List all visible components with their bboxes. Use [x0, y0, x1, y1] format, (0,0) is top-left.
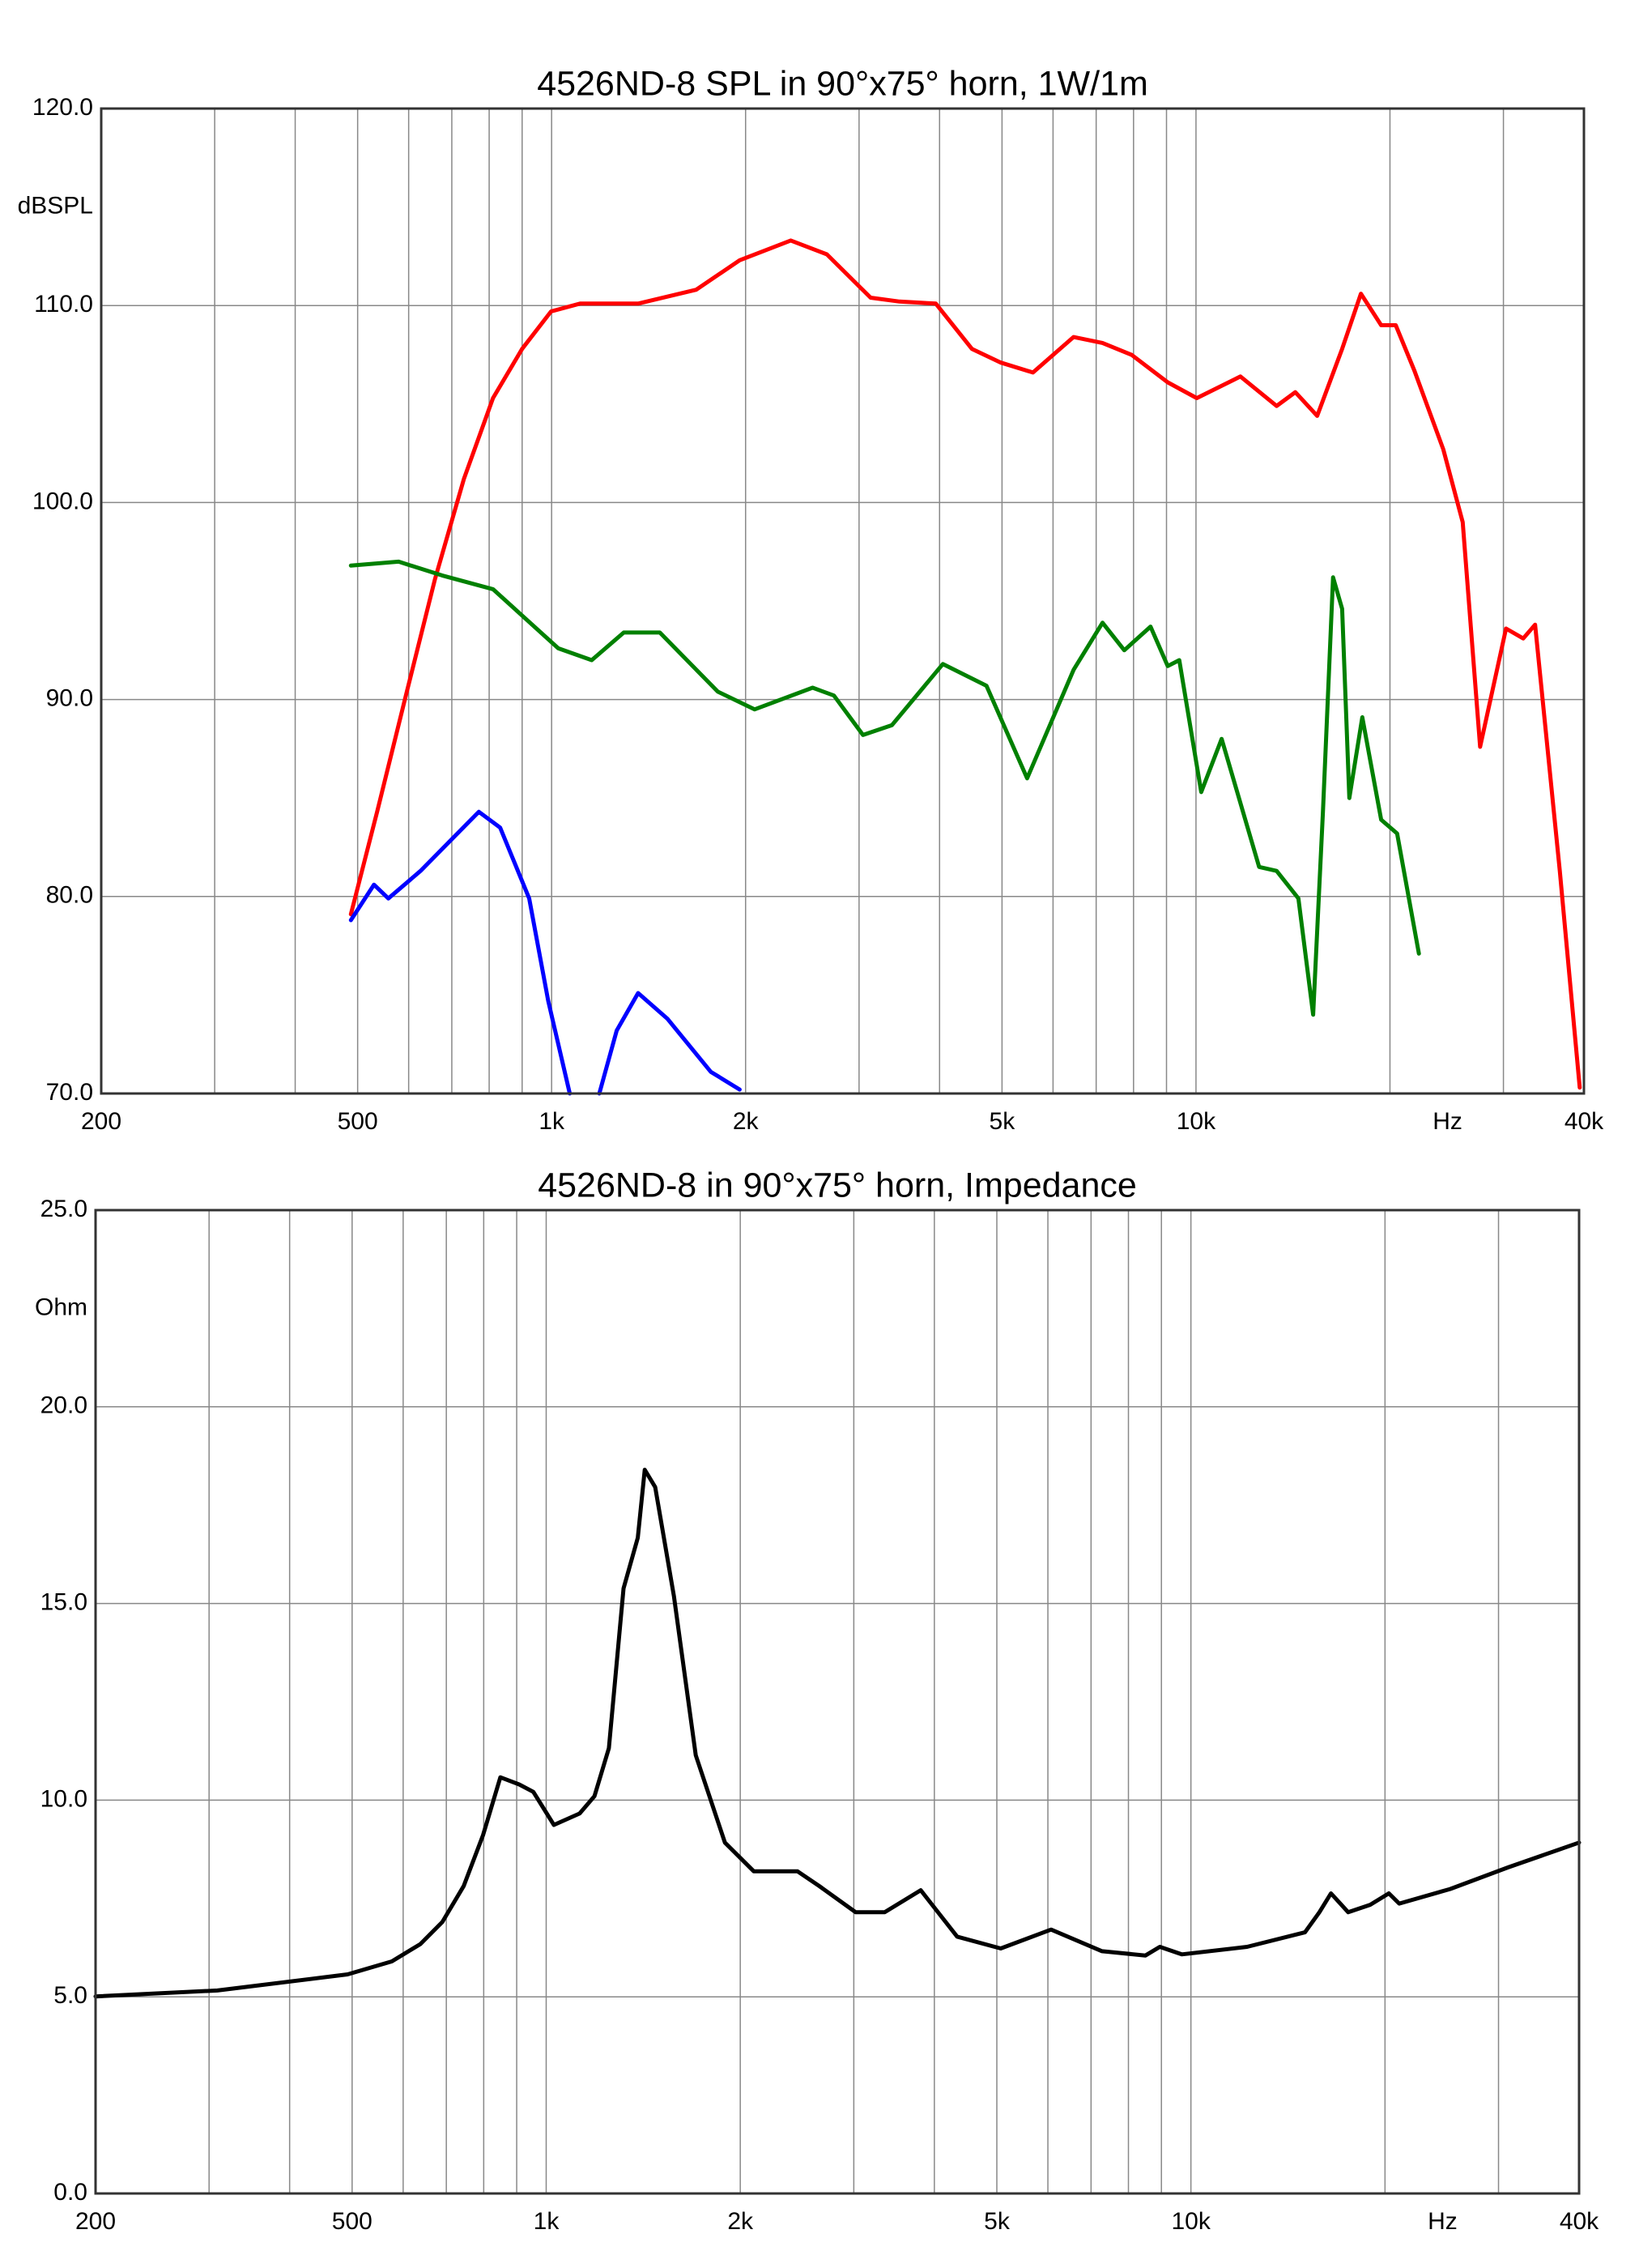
y-axis-label: dBSPL [18, 193, 93, 220]
y-tick-label: 5.0 [53, 1982, 87, 2009]
x-tick-label: 5k [984, 2208, 1011, 2235]
x-tick-label: 1k [534, 2208, 560, 2235]
x-tick-label: 2k [727, 2208, 754, 2235]
y-tick-label: 15.0 [40, 1589, 87, 1616]
y-tick-label: 0.0 [53, 2179, 87, 2206]
y-tick-label: 25.0 [40, 1196, 87, 1222]
x-tick-label: 40k [1564, 1108, 1604, 1135]
y-tick-label: 70.0 [46, 1079, 93, 1106]
y-tick-label: 80.0 [46, 882, 93, 909]
x-axis-label: Hz [1433, 1108, 1462, 1135]
x-tick-label: 5k [990, 1108, 1016, 1135]
x-tick-label: 10k [1177, 1108, 1216, 1135]
chart-title: 4526ND-8 in 90°x75° horn, Impedance [538, 1166, 1137, 1204]
x-axis-label: Hz [1428, 2208, 1458, 2235]
x-tick-label: 200 [75, 2208, 116, 2235]
y-tick-label: 100.0 [32, 488, 93, 514]
data-line [348, 559, 1421, 1017]
data-line [348, 809, 742, 1096]
y-axis-label: Ohm [35, 1294, 87, 1320]
x-tick-label: 500 [332, 2208, 372, 2235]
x-tick-label: 500 [338, 1108, 378, 1135]
x-tick-label: 40k [1560, 2208, 1599, 2235]
y-tick-label: 10.0 [40, 1785, 87, 1812]
chart-title: 4526ND-8 SPL in 90°x75° horn, 1W/1m [537, 64, 1148, 103]
x-tick-label: 10k [1171, 2208, 1211, 2235]
x-tick-label: 1k [539, 1108, 565, 1135]
y-tick-label: 20.0 [40, 1392, 87, 1419]
data-line [93, 1468, 1582, 1999]
y-tick-label: 120.0 [32, 94, 93, 121]
data-line [348, 238, 1582, 1090]
y-tick-label: 110.0 [34, 291, 93, 318]
y-tick-label: 90.0 [46, 685, 93, 712]
x-tick-label: 200 [81, 1108, 121, 1135]
x-tick-label: 2k [733, 1108, 760, 1135]
plot-frame [100, 107, 1586, 1095]
plot-frame [94, 1209, 1581, 2195]
